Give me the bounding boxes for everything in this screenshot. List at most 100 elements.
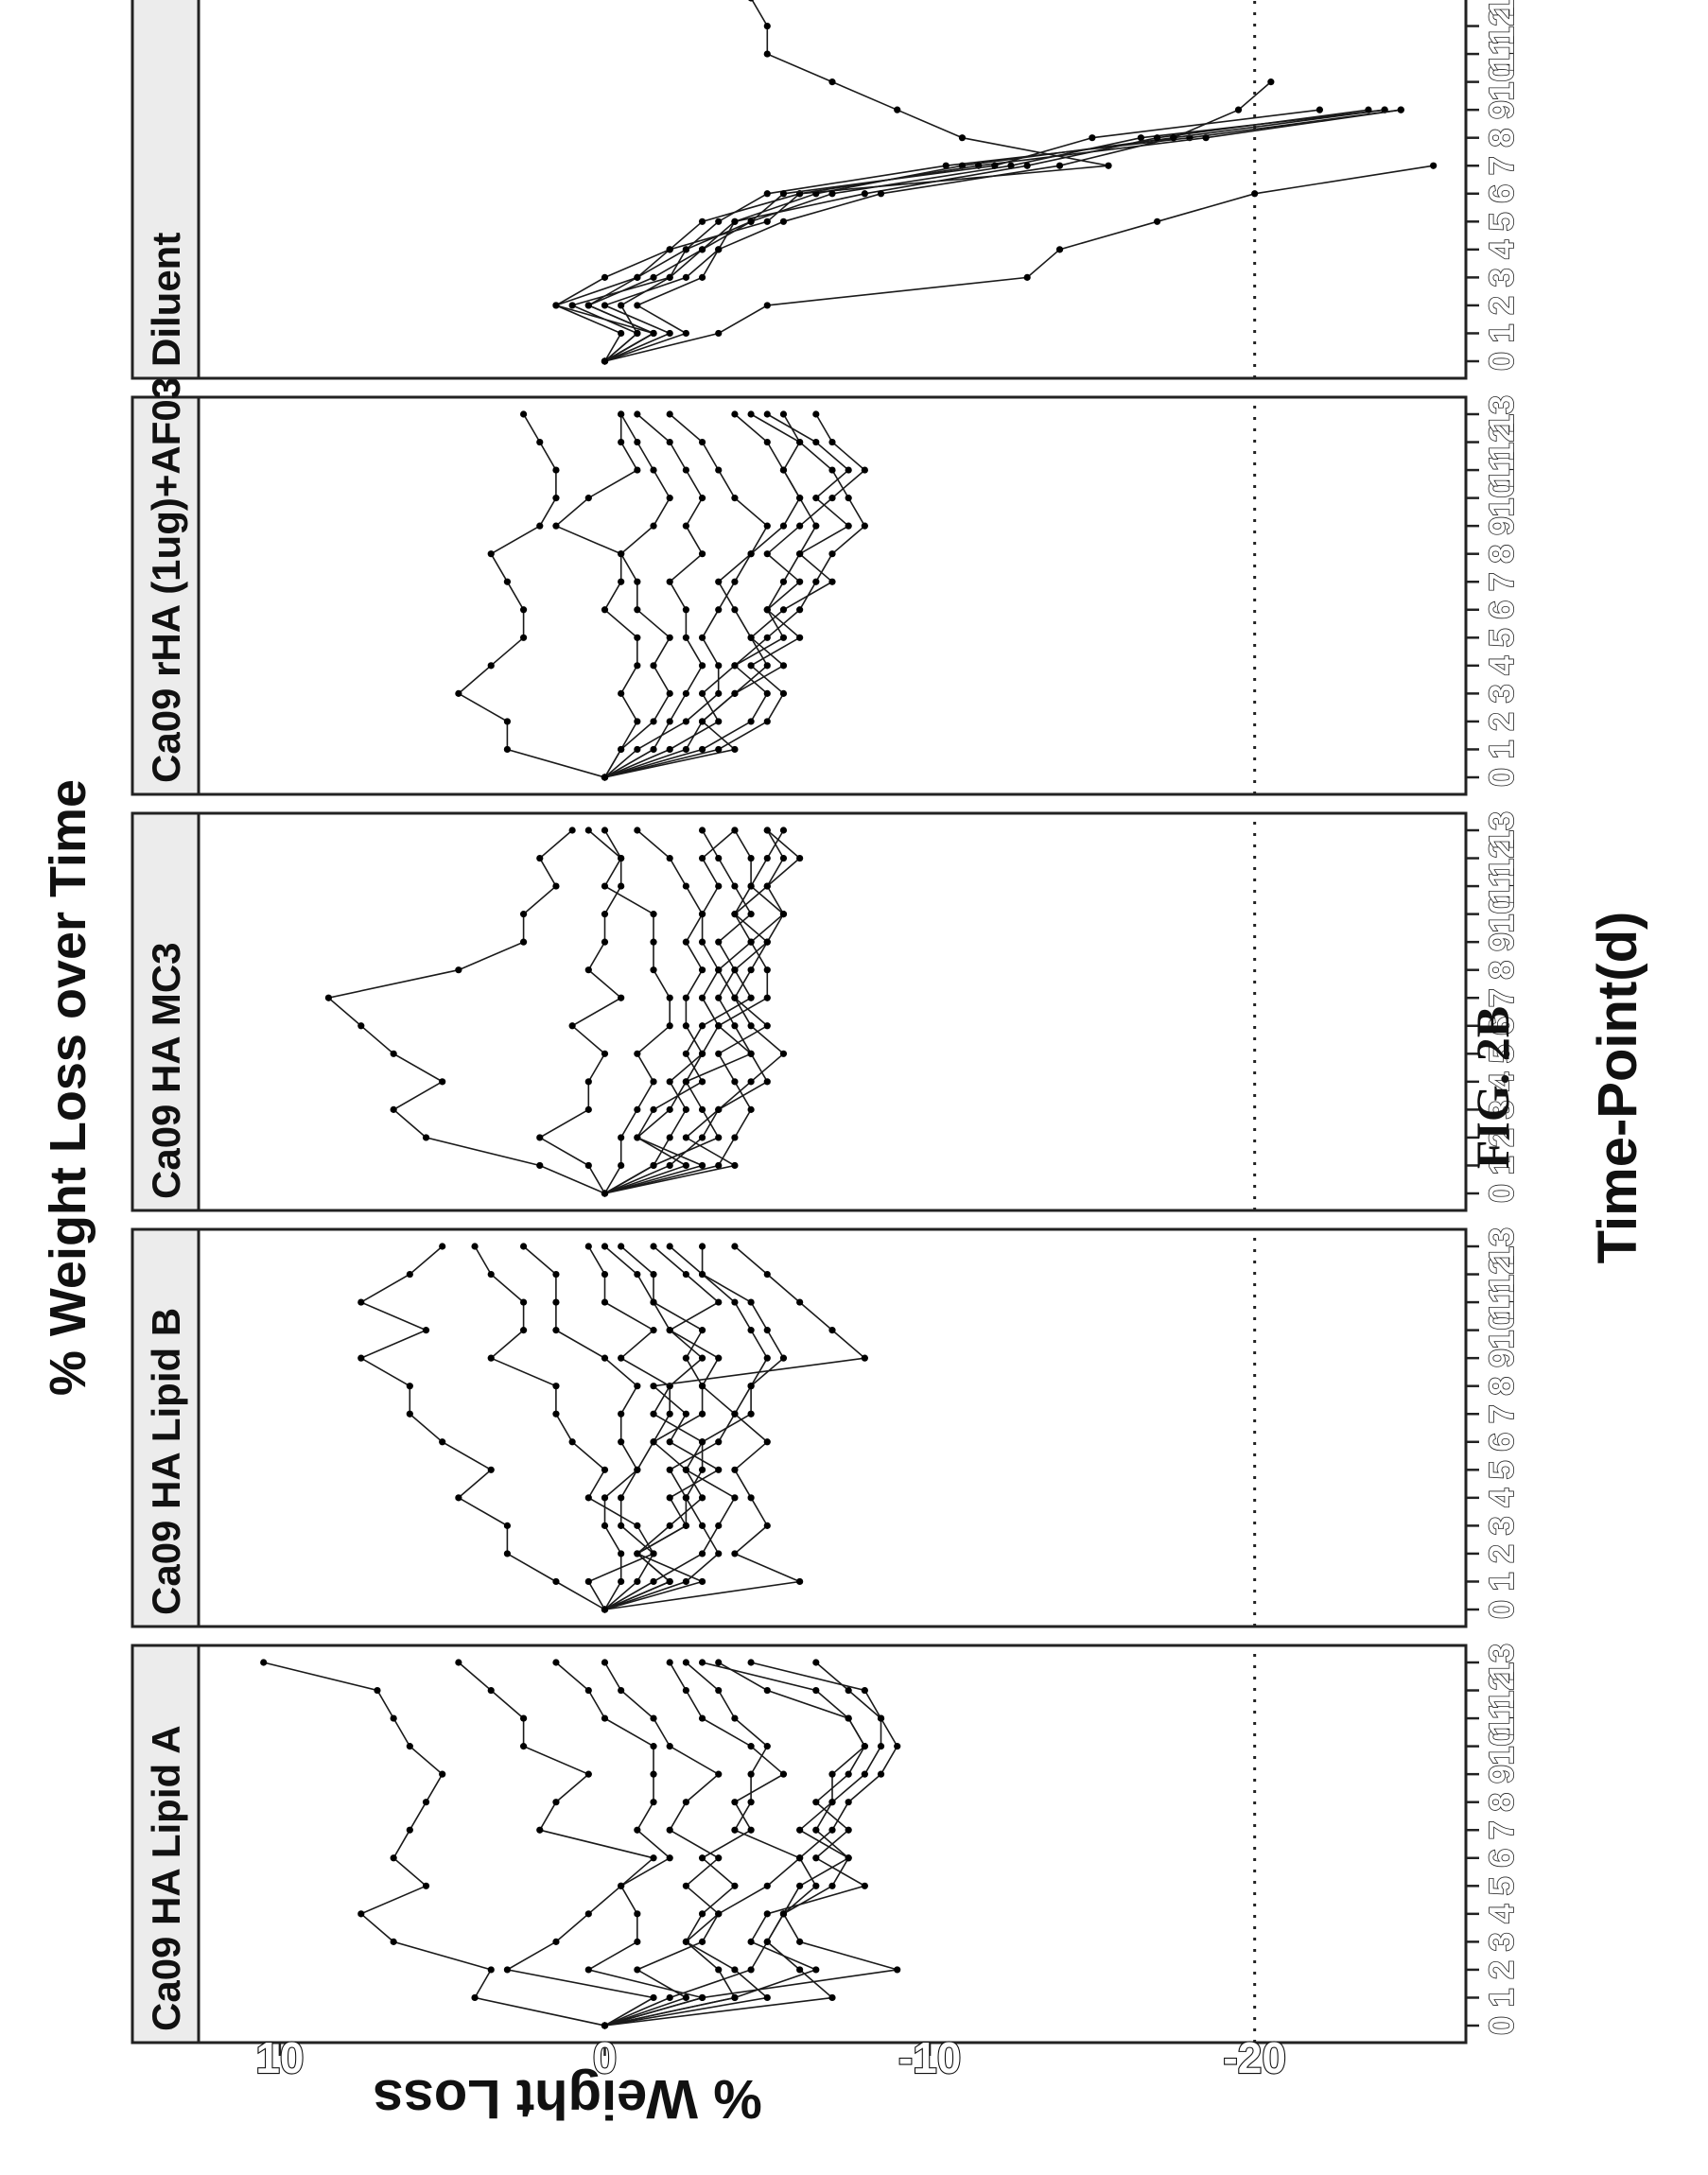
data-point bbox=[552, 495, 560, 502]
data-point bbox=[779, 1770, 788, 1778]
data-point bbox=[812, 578, 820, 585]
panel-3: Ca09 HA MC3 bbox=[131, 811, 1468, 1212]
data-point bbox=[731, 911, 739, 918]
data-point bbox=[390, 1854, 397, 1862]
series-line bbox=[263, 1662, 605, 2027]
data-point bbox=[682, 745, 689, 754]
x-tick-label: 13 bbox=[1482, 811, 1521, 849]
x-tick-label: 3 bbox=[1482, 1516, 1521, 1535]
panel-strip bbox=[131, 1644, 200, 2044]
data-point bbox=[618, 689, 625, 697]
data-point bbox=[682, 522, 689, 530]
data-point bbox=[618, 1354, 625, 1362]
data-point bbox=[650, 718, 657, 725]
chart-title: % Weight Loss over Time bbox=[40, 779, 96, 1396]
data-point bbox=[812, 1659, 820, 1666]
data-point bbox=[666, 1993, 673, 2002]
y-tick-label: -20 bbox=[1223, 2033, 1285, 2082]
data-point bbox=[601, 1466, 609, 1473]
data-point bbox=[439, 1770, 446, 1778]
data-point bbox=[618, 1438, 625, 1446]
data-point bbox=[812, 438, 820, 446]
data-point bbox=[698, 1854, 706, 1862]
data-point bbox=[666, 1134, 673, 1141]
data-point bbox=[1316, 106, 1323, 113]
data-point bbox=[698, 1022, 706, 1030]
data-point bbox=[682, 1494, 689, 1502]
data-point bbox=[422, 1134, 430, 1141]
data-point bbox=[682, 1161, 689, 1170]
x-tick-label: 6 bbox=[1482, 1433, 1521, 1452]
x-tick-label: 5 bbox=[1482, 1044, 1521, 1063]
data-point bbox=[487, 1966, 495, 1974]
data-point bbox=[715, 1910, 723, 1918]
data-point bbox=[715, 662, 723, 670]
panels-group: Ca09 HA Lipid A Ca09 HA Lipid B Ca09 HA MC… bbox=[131, 0, 1468, 2044]
data-point bbox=[601, 938, 609, 946]
data-point bbox=[584, 826, 592, 834]
series-line bbox=[554, 414, 638, 778]
data-point bbox=[763, 218, 771, 225]
data-point bbox=[568, 1438, 576, 1446]
data-point bbox=[1089, 134, 1096, 142]
data-point bbox=[536, 854, 544, 862]
x-tick-label: 9 bbox=[1482, 100, 1521, 119]
data-point bbox=[634, 1105, 641, 1113]
data-point bbox=[796, 1854, 804, 1862]
data-point bbox=[845, 1826, 852, 1834]
data-point bbox=[682, 1993, 689, 2002]
data-point bbox=[698, 938, 706, 946]
data-point bbox=[682, 1134, 689, 1141]
data-point bbox=[1137, 134, 1145, 142]
y-tick-label: 10 bbox=[255, 2033, 304, 2082]
data-point bbox=[763, 689, 771, 697]
data-point bbox=[634, 1383, 641, 1390]
data-point bbox=[618, 1410, 625, 1418]
data-point bbox=[519, 410, 528, 418]
data-point bbox=[763, 718, 771, 725]
data-point bbox=[731, 495, 739, 502]
data-point bbox=[698, 1522, 706, 1529]
data-point bbox=[1007, 162, 1015, 169]
data-point bbox=[601, 1494, 609, 1502]
data-point bbox=[763, 1522, 771, 1529]
x-tick-label: 2 bbox=[1482, 296, 1521, 315]
data-point bbox=[796, 1882, 804, 1889]
data-point bbox=[861, 1770, 868, 1778]
data-point bbox=[747, 218, 755, 225]
data-point bbox=[666, 1022, 673, 1030]
data-point bbox=[731, 1882, 739, 1889]
data-point bbox=[650, 1161, 657, 1170]
series-line bbox=[586, 109, 1402, 362]
data-point bbox=[584, 1577, 592, 1586]
x-tick-label: 0 bbox=[1482, 352, 1521, 371]
data-point bbox=[747, 1494, 755, 1502]
data-point bbox=[536, 438, 544, 446]
data-point bbox=[439, 1078, 446, 1086]
data-point bbox=[861, 1743, 868, 1750]
data-point bbox=[618, 1686, 625, 1695]
data-point bbox=[601, 1606, 609, 1613]
data-point bbox=[650, 1714, 657, 1722]
data-point bbox=[796, 1966, 804, 1974]
x-tick-label: 4 bbox=[1482, 1905, 1521, 1923]
data-point bbox=[731, 1243, 739, 1250]
data-point bbox=[503, 1550, 512, 1557]
data-point bbox=[731, 1799, 739, 1806]
data-point bbox=[374, 1686, 381, 1695]
data-point bbox=[845, 1686, 852, 1695]
data-point bbox=[779, 1050, 788, 1057]
data-point bbox=[731, 882, 739, 890]
panel-frame bbox=[131, 811, 1468, 1212]
data-point bbox=[584, 1161, 592, 1170]
data-point bbox=[682, 938, 689, 946]
data-point bbox=[779, 662, 788, 670]
data-point bbox=[779, 1354, 788, 1362]
x-tick-label: 12 bbox=[1482, 1672, 1521, 1710]
data-point bbox=[666, 1327, 673, 1334]
data-point bbox=[828, 495, 836, 502]
data-point bbox=[666, 1659, 673, 1666]
data-point bbox=[357, 1354, 365, 1362]
data-point bbox=[763, 190, 771, 198]
x-tick-label: 7 bbox=[1482, 572, 1521, 591]
